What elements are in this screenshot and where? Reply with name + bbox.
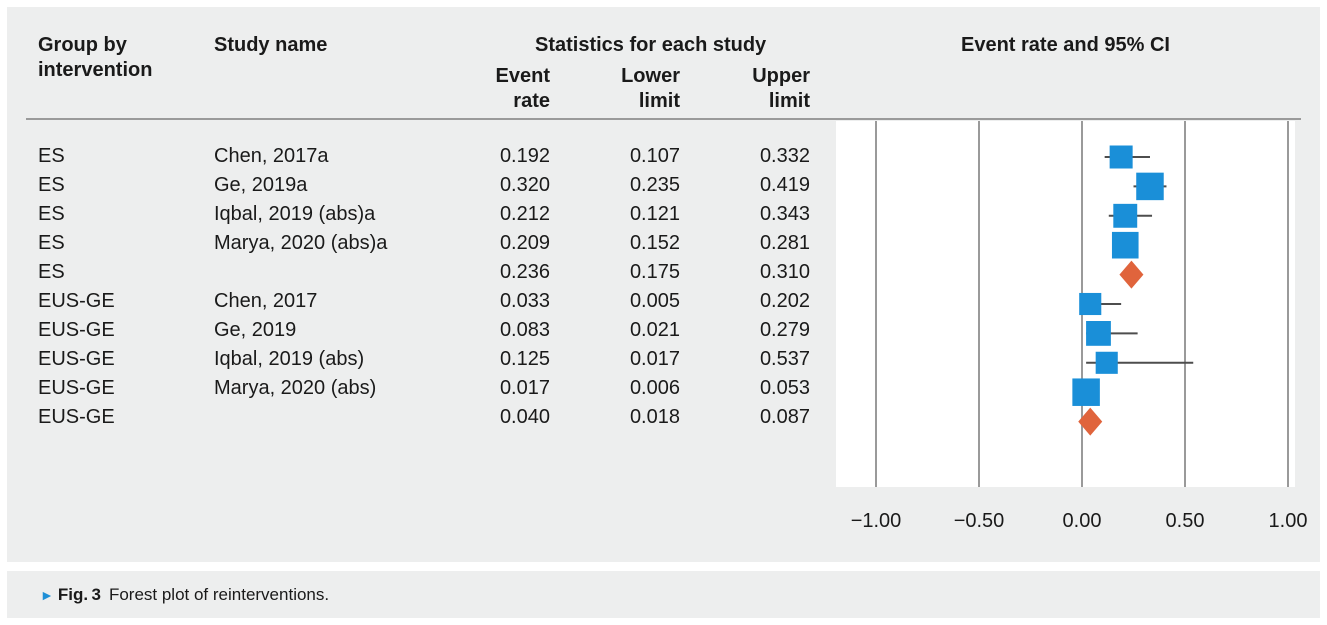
cell-study: Iqbal, 2019 (abs)	[214, 348, 365, 370]
cell-lower-limit: 0.175	[629, 261, 680, 283]
cell-upper-limit: 0.537	[759, 348, 810, 370]
cell-upper-limit: 0.310	[759, 261, 810, 283]
cell-event-rate: 0.236	[499, 261, 550, 283]
header-divider	[26, 118, 1301, 120]
cell-group: EUS-GE	[38, 348, 115, 370]
study-marker	[1072, 378, 1100, 406]
cell-group: ES	[38, 232, 65, 254]
header-event-rate-line1: Event	[495, 65, 550, 87]
x-tick-label: 0.50	[1166, 510, 1205, 532]
cell-upper-limit: 0.202	[759, 290, 810, 312]
header-study: Study name	[214, 34, 328, 56]
x-tick-label: 0.00	[1063, 510, 1102, 532]
header-event-rate-line2: rate	[513, 90, 550, 112]
cell-study: Marya, 2020 (abs)a	[214, 232, 388, 254]
cell-lower-limit: 0.006	[629, 377, 680, 399]
cell-lower-limit: 0.005	[629, 290, 680, 312]
cell-upper-limit: 0.419	[759, 174, 810, 196]
cell-study: Chen, 2017	[214, 290, 318, 312]
header-plot: Event rate and 95% CI	[961, 34, 1170, 56]
cell-lower-limit: 0.021	[629, 319, 680, 341]
cell-study: Ge, 2019a	[214, 174, 308, 196]
summary-diamond	[1078, 407, 1103, 436]
plot-area	[836, 121, 1295, 487]
header-stats: Statistics for each study	[535, 34, 767, 56]
cell-event-rate: 0.125	[499, 348, 550, 370]
cell-upper-limit: 0.343	[759, 203, 810, 225]
cell-event-rate: 0.033	[499, 290, 550, 312]
header-group-line1: Group by	[38, 34, 127, 56]
study-marker	[1113, 203, 1138, 228]
cell-event-rate: 0.320	[499, 174, 550, 196]
cell-lower-limit: 0.121	[629, 203, 680, 225]
study-marker	[1109, 145, 1133, 169]
cell-lower-limit: 0.107	[629, 145, 680, 167]
cell-upper-limit: 0.281	[759, 232, 810, 254]
study-marker	[1095, 351, 1118, 374]
cell-group: ES	[38, 145, 65, 167]
caption-text: Forest plot of reinterventions.	[108, 585, 330, 604]
cell-group: ES	[38, 174, 65, 196]
cell-lower-limit: 0.018	[629, 406, 680, 428]
cell-event-rate: 0.083	[499, 319, 550, 341]
cell-upper-limit: 0.279	[759, 319, 810, 341]
cell-lower-limit: 0.017	[629, 348, 680, 370]
header-event-rate: Event rate	[470, 64, 550, 114]
header-upper: Upper limit	[730, 64, 810, 114]
cell-group: ES	[38, 261, 65, 283]
x-tick-label: 1.00	[1269, 510, 1308, 532]
figure-caption: ► Fig. 3 Forest plot of reinterventions.	[40, 585, 329, 605]
x-tick-label: −0.50	[954, 510, 1005, 532]
cell-group: EUS-GE	[38, 406, 115, 428]
caption-panel: ► Fig. 3 Forest plot of reinterventions.	[7, 571, 1320, 618]
header-group-line2: intervention	[38, 59, 153, 81]
cell-group: ES	[38, 203, 65, 225]
cell-event-rate: 0.212	[499, 203, 550, 225]
cell-study: Iqbal, 2019 (abs)a	[214, 203, 376, 225]
cell-event-rate: 0.192	[499, 145, 550, 167]
caption-arrow-icon: ►	[40, 587, 54, 603]
study-marker	[1136, 172, 1164, 201]
cell-group: EUS-GE	[38, 377, 115, 399]
study-marker	[1086, 321, 1111, 346]
header-lower: Lower limit	[600, 64, 680, 114]
header-lower-line2: limit	[638, 90, 680, 112]
x-tick-label: −1.00	[851, 510, 902, 532]
cell-study: Marya, 2020 (abs)	[214, 377, 377, 399]
cell-upper-limit: 0.053	[759, 377, 810, 399]
study-marker	[1111, 231, 1139, 259]
cell-study: Chen, 2017a	[214, 145, 329, 167]
header-group: Group by intervention	[38, 33, 152, 83]
cell-event-rate: 0.209	[499, 232, 550, 254]
cell-event-rate: 0.040	[499, 406, 550, 428]
study-marker	[1079, 292, 1102, 316]
header-upper-line2: limit	[768, 90, 810, 112]
cell-group: EUS-GE	[38, 319, 115, 341]
cell-lower-limit: 0.152	[629, 232, 680, 254]
header-lower-line1: Lower	[621, 65, 680, 87]
cell-event-rate: 0.017	[499, 377, 550, 399]
cell-lower-limit: 0.235	[629, 174, 680, 196]
caption-label: Fig. 3	[57, 585, 101, 604]
cell-group: EUS-GE	[38, 290, 115, 312]
cell-upper-limit: 0.087	[759, 406, 810, 428]
header-upper-line1: Upper	[752, 65, 810, 87]
summary-diamond	[1119, 260, 1144, 289]
cell-study: Ge, 2019	[214, 319, 297, 341]
cell-upper-limit: 0.332	[759, 145, 810, 167]
